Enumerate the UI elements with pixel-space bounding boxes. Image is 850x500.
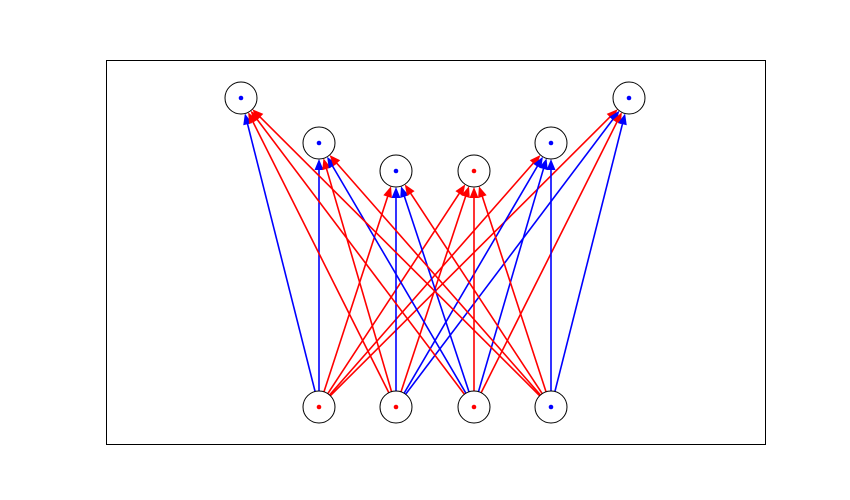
arrowhead-b4-t6 — [618, 113, 627, 126]
top-node-dot-t4 — [471, 168, 477, 174]
edge-b3-t2 — [328, 159, 475, 408]
top-node-dot-t3 — [393, 168, 399, 174]
edge-b3-t6 — [473, 115, 621, 408]
arrowhead-b4-t4 — [478, 186, 487, 199]
arrowhead-b1-t3 — [383, 186, 392, 199]
edge-b1-t5 — [318, 157, 539, 408]
edge-b2-t5 — [395, 159, 542, 408]
arrowhead-b1-t5 — [529, 155, 541, 167]
arrowhead-b3-t2 — [327, 156, 337, 169]
arrowhead-b3-t4 — [469, 187, 479, 198]
edge-b1-t3 — [318, 189, 391, 408]
arrowhead-b1-t6 — [606, 109, 618, 121]
arrowhead-b3-t5 — [539, 158, 548, 171]
arrowhead-b2-t3 — [391, 187, 401, 198]
edge-b4-t4 — [479, 189, 552, 408]
edge-b1-t1 — [245, 117, 320, 408]
edge-b4-t6 — [550, 117, 625, 408]
edge-b4-t3 — [406, 187, 552, 408]
arrowhead-b4-t5 — [546, 159, 556, 170]
edges-layer — [243, 109, 627, 408]
arrowhead-b3-t3 — [400, 186, 409, 199]
top-node-dot-t5 — [548, 140, 554, 146]
arrowhead-b1-t4 — [455, 184, 466, 197]
arrowhead-b2-t5 — [533, 156, 543, 169]
edge-b4-t2 — [331, 157, 552, 408]
edge-b2-t1 — [249, 115, 397, 408]
plot-frame — [106, 60, 766, 445]
arrowhead-b4-t3 — [404, 184, 415, 197]
bottom-node-dot-b2 — [393, 404, 399, 410]
top-node-dot-t6 — [626, 95, 632, 101]
top-node-dot-t1 — [238, 95, 244, 101]
edge-b3-t3 — [401, 189, 475, 408]
edge-b2-t2 — [323, 161, 397, 408]
arrowhead-b1-t2 — [314, 159, 324, 170]
edge-b2-t4 — [395, 189, 469, 408]
edge-b1-t6 — [318, 111, 616, 408]
bottom-node-dot-b3 — [471, 404, 477, 410]
top-node-dot-t2 — [316, 140, 322, 146]
arrowhead-b4-t1 — [252, 109, 264, 121]
nodes-layer — [224, 81, 646, 424]
edge-b4-t1 — [254, 111, 552, 408]
arrowhead-b4-t2 — [329, 155, 341, 167]
edge-b2-t6 — [395, 113, 618, 408]
edge-b3-t1 — [252, 113, 475, 408]
edge-b3-t5 — [473, 161, 547, 408]
arrowhead-b2-t4 — [461, 186, 470, 199]
bottom-node-dot-b1 — [316, 404, 322, 410]
bottom-node-dot-b4 — [548, 404, 554, 410]
